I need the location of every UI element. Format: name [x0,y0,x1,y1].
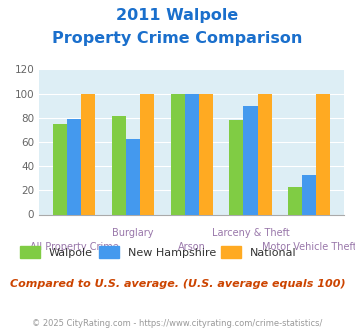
Bar [258,93,272,214]
Bar [229,120,244,214]
Bar [53,124,67,214]
Bar [244,106,258,214]
Bar [185,93,199,214]
Text: All Property Crime: All Property Crime [30,242,119,252]
Bar [170,93,185,214]
Bar [140,93,154,214]
Bar [316,93,331,214]
Text: Compared to U.S. average. (U.S. average equals 100): Compared to U.S. average. (U.S. average … [10,279,345,289]
Bar [67,119,81,214]
Text: Arson: Arson [178,242,206,252]
Text: Larceny & Theft: Larceny & Theft [212,228,289,238]
Bar [81,93,95,214]
Bar [288,187,302,214]
Text: Burglary: Burglary [112,228,154,238]
Bar [302,175,316,215]
Bar [112,116,126,214]
Text: 2011 Walpole: 2011 Walpole [116,8,239,23]
Bar [199,93,213,214]
Legend: Walpole, New Hampshire, National: Walpole, New Hampshire, National [20,246,297,258]
Bar [126,140,140,214]
Text: Property Crime Comparison: Property Crime Comparison [52,31,303,46]
Text: © 2025 CityRating.com - https://www.cityrating.com/crime-statistics/: © 2025 CityRating.com - https://www.city… [32,319,323,328]
Text: Motor Vehicle Theft: Motor Vehicle Theft [262,242,355,252]
